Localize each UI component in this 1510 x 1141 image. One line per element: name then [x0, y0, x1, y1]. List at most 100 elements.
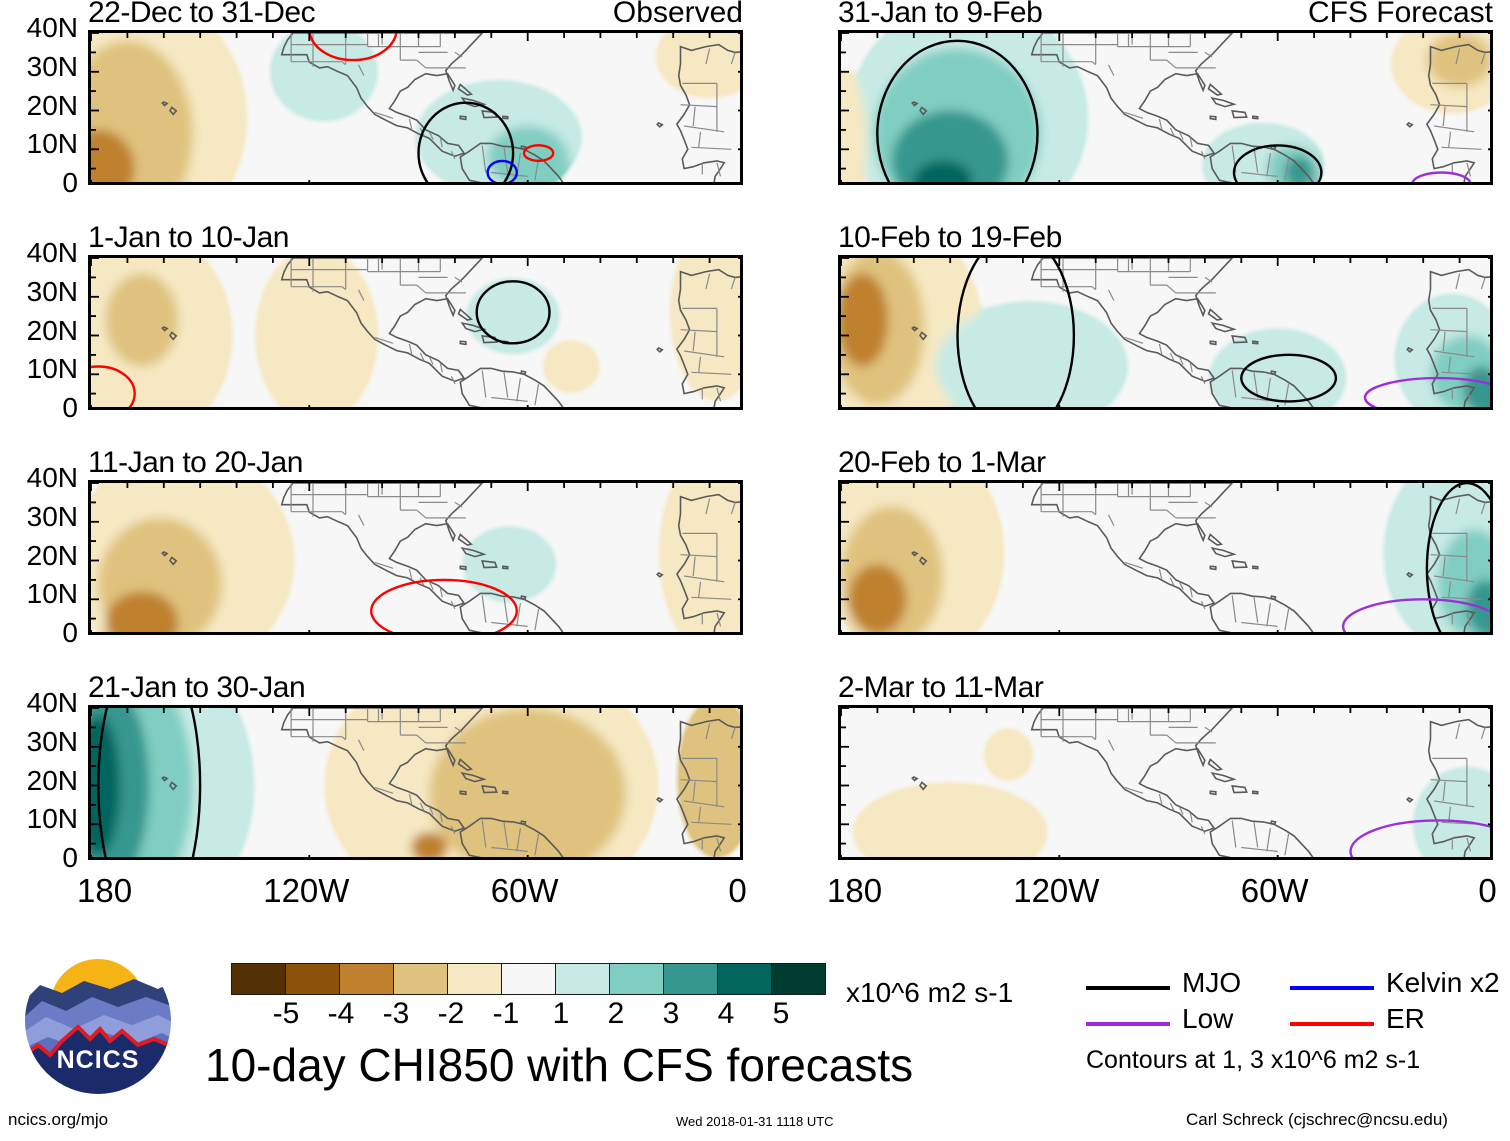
map-panel-5 — [838, 255, 1493, 410]
wave-contours — [1341, 483, 1490, 632]
wave-contours — [91, 280, 551, 407]
legend-label-mjo: MJO — [1182, 967, 1242, 998]
shaded-field — [91, 258, 740, 407]
y-axis-label-2-3: 10N — [26, 578, 78, 610]
colorbar: -5 -4 -3 -2 -1 1 2 3 4 5 — [231, 963, 826, 1035]
ncics-logo-graphic — [23, 946, 173, 1096]
map-panel-4 — [838, 30, 1493, 185]
colorbar-tick-labels: -5 -4 -3 -2 -1 1 2 3 4 5 — [232, 995, 826, 1035]
coastlines — [161, 258, 740, 407]
y-axis-label-2-1: 30N — [26, 500, 78, 532]
y-axis-label-3-4: 0 — [62, 842, 78, 873]
y-axis-label-1-3: 10N — [26, 353, 78, 385]
footer-right: Carl Schreck (cjschrec@ncsu.edu) — [1186, 1110, 1448, 1129]
y-axis-label-3-1: 30N — [26, 725, 78, 757]
panel-title-4: 31-Jan to 9-Feb — [838, 0, 1043, 29]
y-axis-label-0-0: 40N — [26, 12, 78, 43]
colorbar-swatch-10 — [771, 963, 826, 995]
y-axis-label-3-0: 40N — [26, 687, 78, 718]
y-axis-label-1-1: 30N — [26, 275, 78, 307]
legend-label-low: Low — [1182, 1003, 1234, 1034]
footer-center: Wed 2018-01-31 1118 UTC — [676, 1114, 834, 1129]
legend-label-er: ER — [1386, 1003, 1425, 1034]
colorbar-tick-9: 5 — [772, 997, 790, 1030]
y-axis-label-2-2: 20N — [26, 539, 78, 571]
coastlines — [161, 483, 740, 632]
wave-contours — [1349, 819, 1490, 857]
axis-ticks — [841, 33, 1490, 182]
map-panel-2 — [88, 480, 743, 635]
colorbar-tick-2: -3 — [382, 997, 410, 1030]
colorbar-tick-3: -2 — [437, 997, 465, 1030]
y-axis-label-3-3: 10N — [26, 803, 78, 835]
logo-text: NCICS — [56, 1046, 140, 1074]
colorbar-units-label: x10^6 m2 s-1 — [846, 977, 1014, 1008]
y-axis-label-0-3: 10N — [26, 128, 78, 160]
shaded-field — [91, 483, 740, 632]
y-axis-label-2-4: 0 — [62, 617, 78, 648]
map-panel-7 — [838, 705, 1493, 860]
legend-line-mjo — [1086, 986, 1170, 990]
panel-title-3: 21-Jan to 30-Jan — [88, 671, 306, 704]
column-header-right: CFS Forecast — [1307, 0, 1493, 29]
y-axis-label-0-1: 30N — [26, 50, 78, 82]
panel-title-5: 10-Feb to 19-Feb — [838, 221, 1062, 254]
y-axis-label-0-4: 0 — [62, 167, 78, 198]
map-panel-1 — [88, 255, 743, 410]
colorbar-tick-1: -4 — [327, 997, 355, 1030]
legend-label-kelvin-x2: Kelvin x2 — [1386, 967, 1500, 998]
colorbar-swatch-8 — [663, 963, 718, 995]
xaxis-right-tick-1: 120W — [1013, 872, 1100, 909]
y-axis-label-0-2: 20N — [26, 89, 78, 121]
shaded-field — [841, 33, 1490, 182]
coastlines — [161, 33, 740, 182]
colorbar-tick-5: 1 — [552, 997, 570, 1030]
map-panel-3 — [88, 705, 743, 860]
y-axis-label-2-0: 40N — [26, 462, 78, 493]
colorbar-tick-8: 4 — [717, 997, 735, 1030]
map-panel-6 — [838, 480, 1493, 635]
contour-note: Contours at 1, 3 x10^6 m2 s-1 — [1086, 1046, 1421, 1074]
xaxis-left-tick-2: 60W — [490, 872, 559, 909]
column-header-left: Observed — [612, 0, 743, 29]
ncics-logo: NCICS — [22, 945, 174, 1097]
xaxis-left-tick-1: 120W — [263, 872, 350, 909]
axis-ticks — [91, 708, 740, 857]
colorbar-swatch-0 — [231, 963, 286, 995]
axis-ticks — [841, 483, 1490, 632]
axis-ticks — [91, 33, 740, 182]
colorbar-swatch-1 — [285, 963, 340, 995]
wave-contours — [370, 578, 518, 632]
colorbar-swatches — [231, 963, 826, 995]
xaxis-right-tick-2: 60W — [1240, 872, 1309, 909]
panel-title-7: 2-Mar to 11-Mar — [838, 671, 1044, 704]
coastlines — [911, 33, 1490, 182]
y-axis-label-1-4: 0 — [62, 392, 78, 423]
panel-title-0: 22-Dec to 31-Dec — [88, 0, 316, 29]
axis-ticks — [841, 258, 1490, 407]
colorbar-swatch-4 — [447, 963, 502, 995]
colorbar-swatch-2 — [339, 963, 394, 995]
panel-title-2: 11-Jan to 20-Jan — [88, 446, 303, 479]
colorbar-swatch-6 — [555, 963, 610, 995]
y-axis-label-3-2: 20N — [26, 764, 78, 796]
main-title: 10-day CHI850 with CFS forecasts — [205, 1039, 914, 1091]
colorbar-tick-0: -5 — [272, 997, 300, 1030]
axis-ticks — [841, 708, 1490, 857]
colorbar-swatch-3 — [393, 963, 448, 995]
coastlines — [911, 258, 1490, 407]
legend-line-low — [1086, 1022, 1170, 1026]
xaxis-right-tick-3: 0 — [1478, 872, 1497, 909]
colorbar-swatch-5 — [501, 963, 556, 995]
footer-left[interactable]: ncics.org/mjo — [8, 1110, 109, 1129]
wave-contours — [308, 33, 555, 182]
axis-ticks — [91, 258, 740, 407]
shaded-field — [855, 731, 1490, 857]
colorbar-tick-6: 2 — [607, 997, 625, 1030]
xaxis-left-tick-3: 0 — [728, 872, 747, 909]
legend-line-kelvin-x2 — [1290, 986, 1374, 990]
wave-contours — [876, 39, 1472, 182]
xaxis-left-tick-0: 180 — [76, 872, 133, 909]
xaxis-right-tick-0: 180 — [826, 872, 883, 909]
axis-ticks — [91, 483, 740, 632]
